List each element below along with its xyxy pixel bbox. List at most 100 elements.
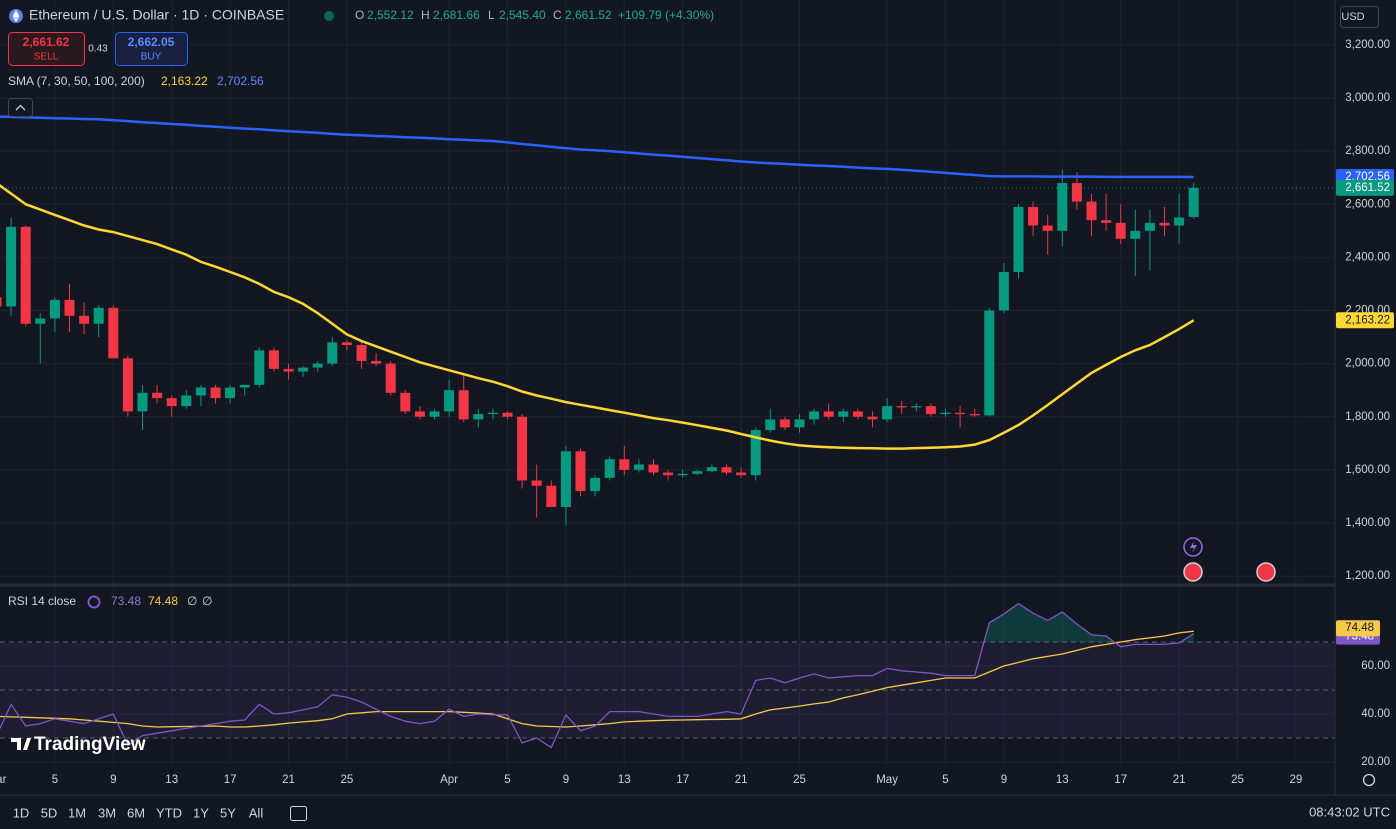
price-tag	[1336, 179, 1394, 196]
x-tick-label: 21	[1173, 774, 1186, 786]
rsi-flag: ∅	[202, 594, 212, 608]
overbought-fill	[0, 603, 1194, 642]
price-tag-label: 2,661.52	[1345, 182, 1390, 194]
y-tick-label: 1,600.00	[1345, 464, 1390, 476]
candle-body	[882, 406, 893, 420]
y-tick-label: 1,200.00	[1345, 570, 1390, 582]
sma-value: 2,163.22	[161, 74, 208, 88]
candle-body	[400, 392, 411, 412]
y-tick-label: 60.00	[1361, 660, 1390, 672]
ohlc-value: 2,552.12	[367, 8, 414, 22]
candle-body	[356, 345, 367, 361]
candle-body	[312, 363, 323, 368]
toolbar: 1D 5D 1M 3M 6M YTD 1Y 5Y All	[13, 805, 264, 820]
clock: 08:43:02 UTC	[1309, 804, 1390, 819]
sell-price[interactable]: 2,661.62	[23, 35, 70, 49]
overbought-group	[0, 603, 1194, 642]
x-tick-label: 5	[504, 774, 510, 786]
currency-button[interactable]	[1340, 6, 1379, 28]
rsi-tag-label: 74.48	[1345, 622, 1374, 634]
sell-label[interactable]: SELL	[34, 52, 59, 63]
candle-body	[152, 392, 163, 399]
candle-body	[458, 390, 469, 420]
candle-body	[633, 464, 644, 470]
candle-body	[298, 367, 309, 372]
x-tick-label: 21	[282, 774, 295, 786]
candle-body	[706, 467, 717, 472]
candle-body	[1101, 220, 1112, 223]
candle-body	[1130, 230, 1141, 239]
candle-body	[1057, 183, 1068, 231]
x-tick-label: 17	[676, 774, 689, 786]
candle-body	[210, 387, 221, 399]
candle-body	[575, 451, 586, 492]
sell-button[interactable]	[8, 32, 85, 66]
ohlc-value: 2,661.52	[565, 8, 612, 22]
symbol-title[interactable]: Ethereum / U.S. Dollar · 1D · COINBASE	[29, 7, 284, 23]
candle-body	[0, 297, 2, 307]
candle-body	[487, 412, 498, 415]
candle-body	[852, 411, 863, 417]
candle-body	[371, 360, 382, 364]
logo[interactable]: TradingView	[34, 734, 146, 755]
collapse-button[interactable]	[8, 98, 33, 117]
range-button[interactable]: 3M	[98, 805, 116, 820]
economic-event[interactable]	[1256, 562, 1276, 582]
candle-body	[1071, 183, 1082, 202]
settings-icon[interactable]	[1362, 773, 1376, 787]
candle-body	[64, 299, 75, 316]
range-button[interactable]: 6M	[127, 805, 145, 820]
candle-body	[692, 471, 703, 474]
candle-body	[122, 358, 133, 412]
rsi-title[interactable]: RSI 14 close	[8, 594, 76, 608]
candle-body	[502, 412, 513, 417]
price-plot	[0, 115, 1335, 526]
x-tick-label: 21	[735, 774, 748, 786]
buy-price[interactable]: 2,662.05	[128, 35, 175, 49]
candle-body	[517, 416, 528, 481]
rsi-line	[0, 602, 1195, 749]
x-tick-label: 17	[1114, 774, 1127, 786]
candle-body	[1174, 217, 1185, 226]
ohlc-key: O	[355, 8, 364, 22]
candle-body	[327, 342, 338, 364]
range-button[interactable]: 1M	[68, 805, 86, 820]
x-tick-label: Apr	[440, 774, 458, 786]
candle-body	[911, 406, 922, 408]
candle-body	[6, 226, 17, 307]
range-button[interactable]: 5Y	[220, 805, 236, 820]
candle-body	[750, 430, 761, 476]
range-button[interactable]: All	[249, 805, 264, 820]
candle-body	[49, 299, 60, 319]
candle-body	[721, 467, 732, 473]
goto-date[interactable]	[290, 806, 307, 821]
range-button[interactable]: YTD	[156, 805, 182, 820]
range-button[interactable]: 1Y	[193, 805, 209, 820]
range-button[interactable]: 1D	[13, 805, 30, 820]
candle-body	[998, 271, 1009, 311]
candle-body	[444, 390, 455, 412]
x-tick-label: May	[876, 774, 898, 786]
x-tick-label: 13	[1056, 774, 1069, 786]
candle-body	[108, 307, 119, 359]
sma-line	[0, 115, 1194, 179]
economic-event[interactable]	[1183, 562, 1203, 582]
range-button[interactable]: 5D	[41, 805, 58, 820]
y-tick-label: 2,000.00	[1345, 358, 1390, 370]
candle-body	[736, 472, 747, 476]
eth-glyph	[12, 10, 20, 22]
sma-legend[interactable]: SMA (7, 30, 50, 100, 200)	[8, 74, 145, 88]
currency[interactable]: USD	[1341, 11, 1364, 23]
market-status[interactable]	[324, 11, 334, 21]
x-tick-label: 13	[618, 774, 631, 786]
candle-body	[940, 412, 951, 415]
candle-body	[590, 477, 601, 492]
y-tick-label: 40.00	[1361, 708, 1390, 720]
candle-body	[385, 363, 396, 393]
candle-body	[925, 406, 936, 415]
buy-label[interactable]: BUY	[141, 52, 162, 63]
y-tick-label: 2,800.00	[1345, 145, 1390, 157]
candle-body	[195, 387, 206, 396]
sma-value: 2,702.56	[217, 74, 264, 88]
buy-button[interactable]	[115, 32, 188, 66]
